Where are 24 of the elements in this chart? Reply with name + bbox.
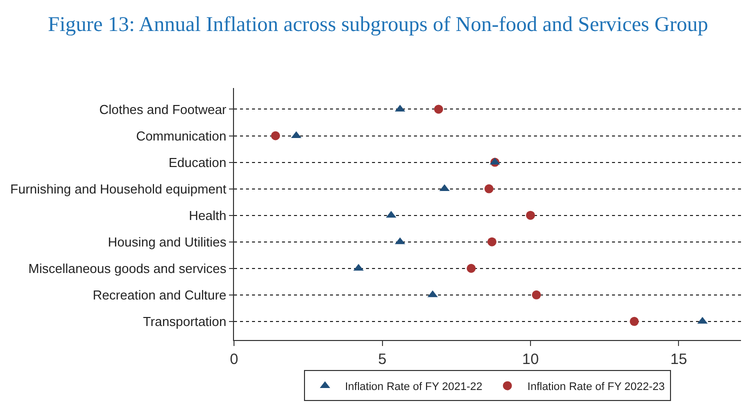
chart-title: Figure 13: Annual Inflation across subgroups of Non-food and Services Group: [48, 12, 708, 36]
legend-label: Inflation Rate of FY 2021-22: [345, 381, 482, 394]
x-tick-label: 5: [378, 351, 386, 368]
y-tick-label: Miscellaneous goods and services: [28, 260, 227, 276]
y-tick-label: Furnishing and Household equipment: [10, 181, 227, 196]
y-tick-label: Health: [188, 208, 226, 223]
x-tick-label: 0: [230, 351, 238, 368]
point: [630, 316, 639, 326]
y-tick-label: Transportation: [143, 314, 226, 329]
point: [271, 131, 280, 140]
point: [466, 264, 476, 273]
point: [484, 184, 494, 194]
point: [487, 237, 496, 246]
y-tick-label: Communication: [136, 128, 226, 144]
legend-label: Inflation Rate of FY 2022-23: [527, 381, 665, 394]
y-tick-label: Education: [168, 154, 226, 170]
point: [532, 290, 541, 300]
y-tick-label: Clothes and Footwear: [99, 102, 228, 117]
y-tick-label: Recreation and Culture: [92, 287, 226, 302]
x-tick-label: 10: [522, 351, 539, 368]
x-tick-label: 15: [670, 351, 688, 368]
point: [434, 104, 444, 114]
y-tick-label: Housing and Utilities: [108, 234, 227, 250]
point: [526, 210, 535, 220]
